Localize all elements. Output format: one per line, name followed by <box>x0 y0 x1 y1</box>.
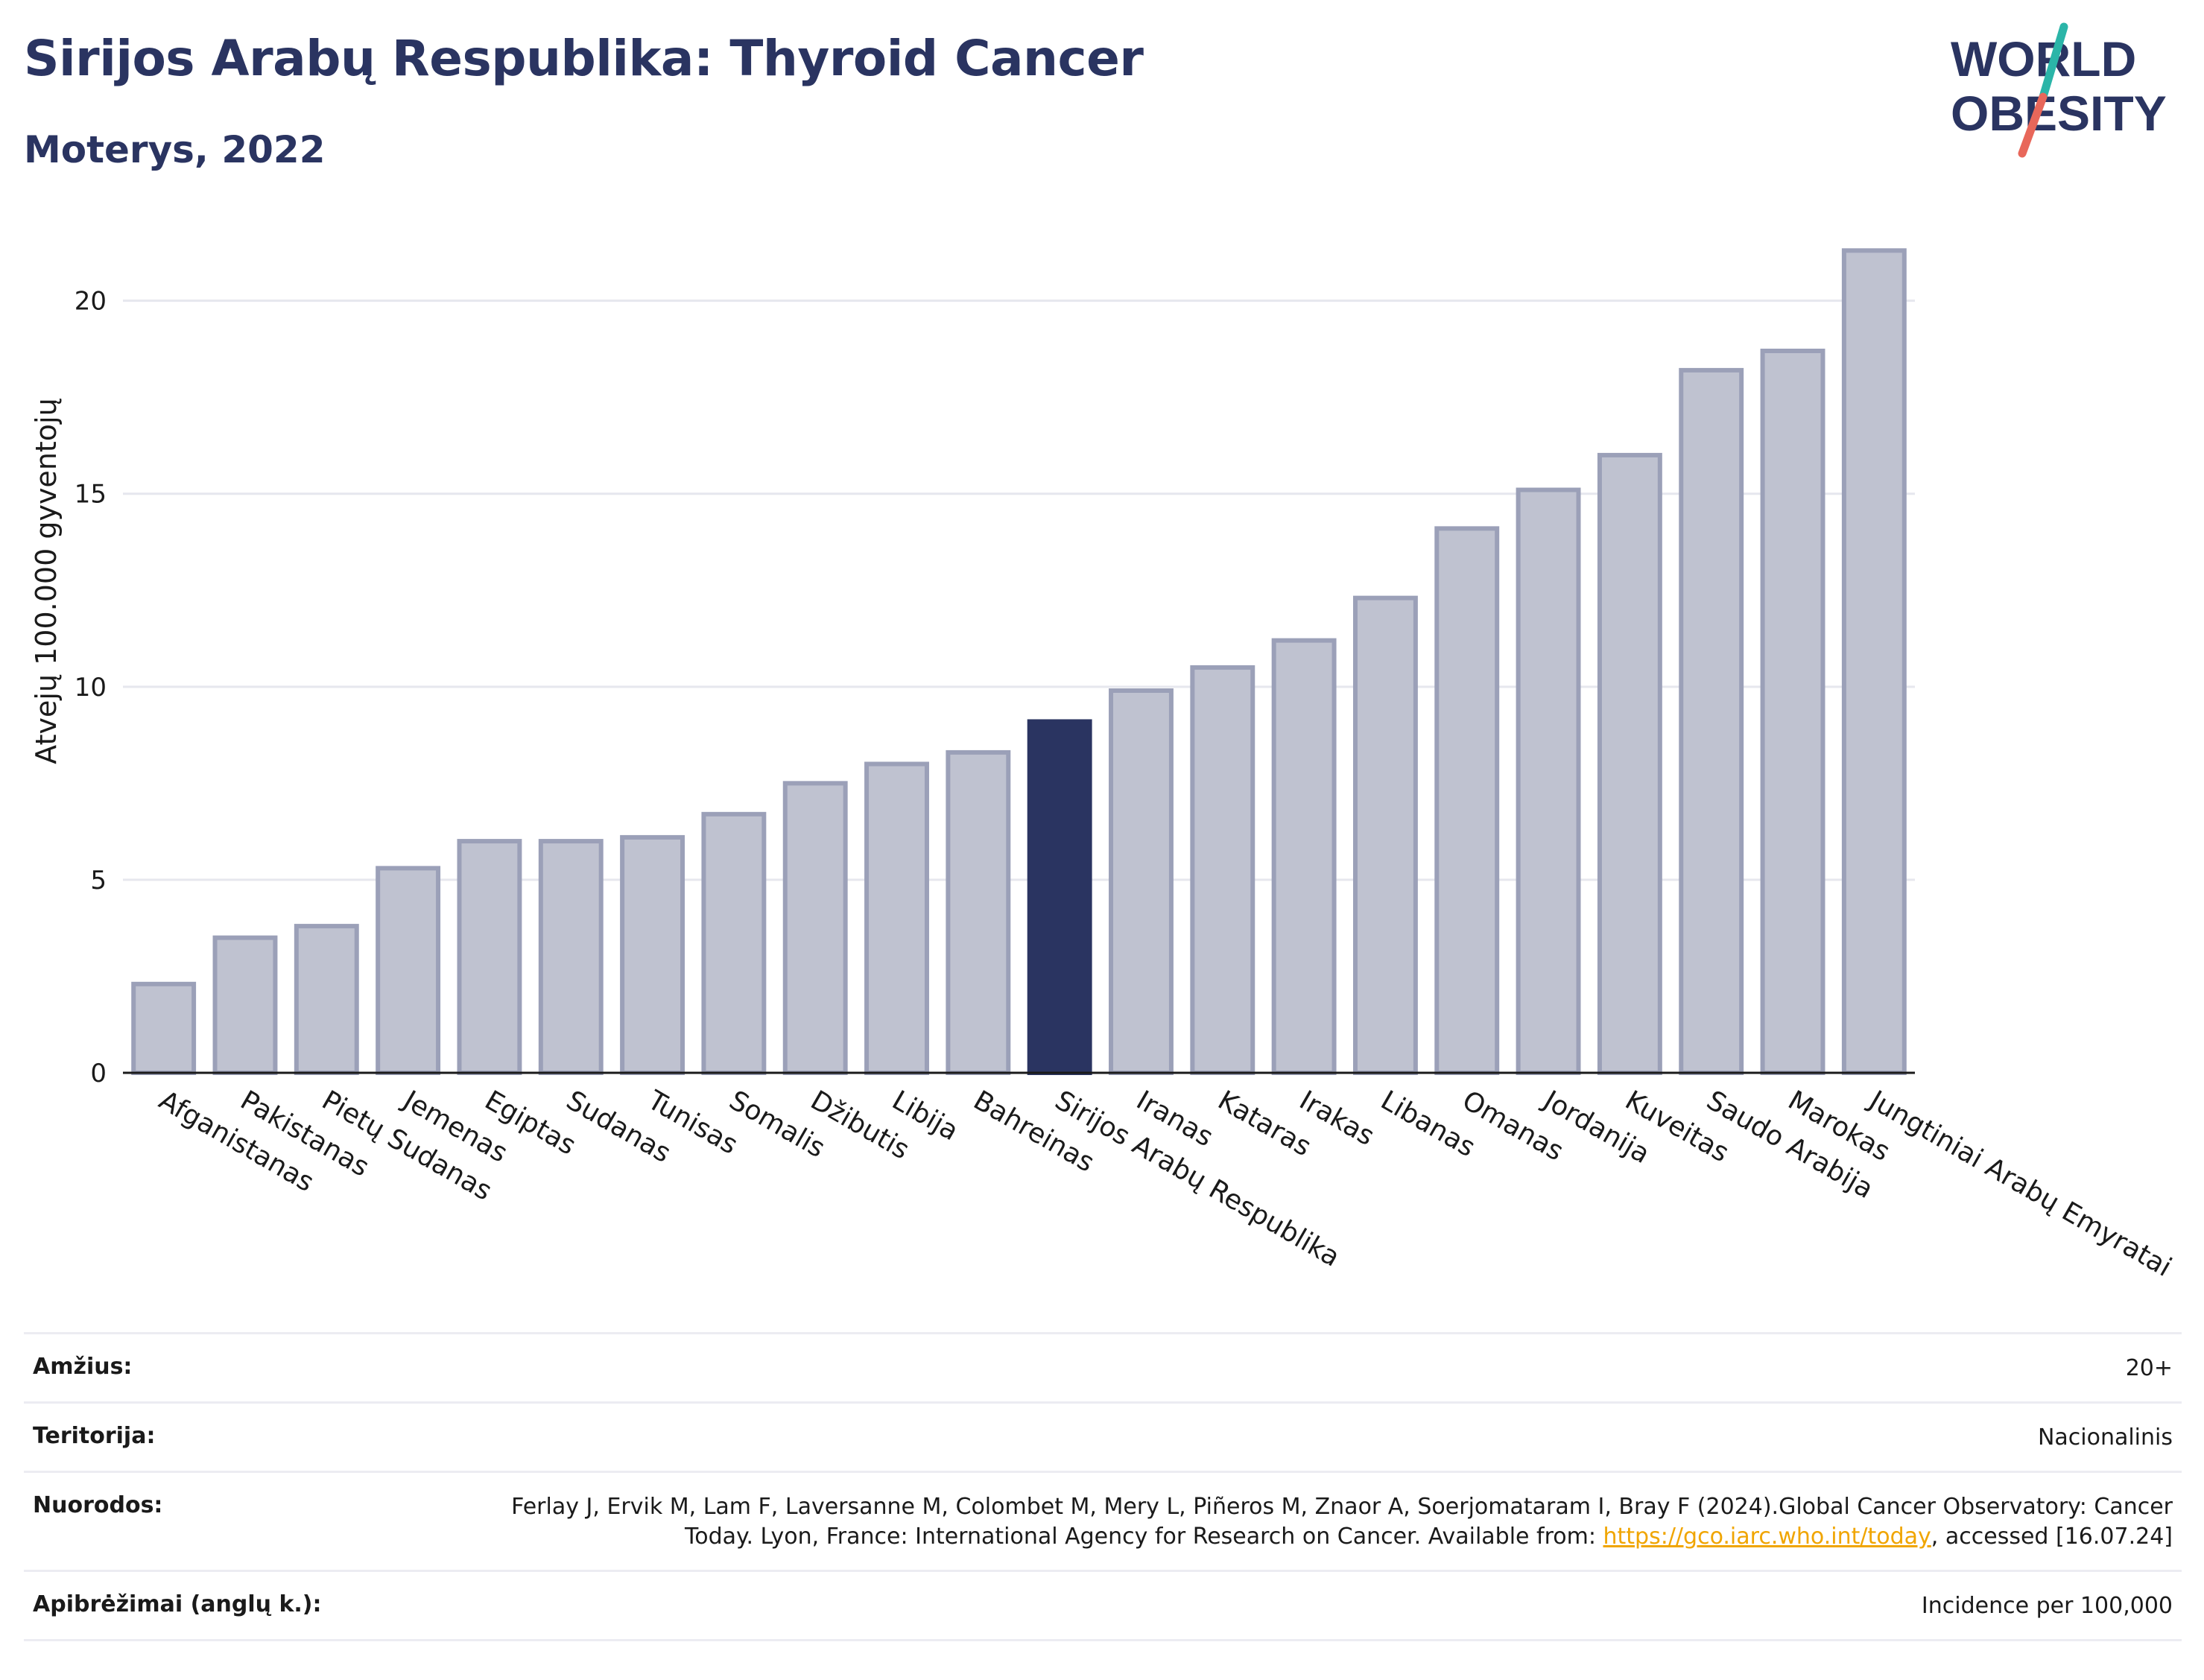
bar[interactable] <box>131 981 197 1076</box>
bar[interactable] <box>1109 688 1174 1075</box>
age-label: Amžius: <box>33 1354 133 1380</box>
x-tick-label: Jungtiniai Arabų Emyratai <box>1863 1084 2176 1283</box>
y-tick-label: 10 <box>75 673 107 703</box>
age-value: 20+ <box>2125 1355 2173 1381</box>
bar[interactable] <box>1352 595 1418 1075</box>
bar[interactable] <box>212 935 278 1075</box>
logo-line1: WORLD <box>1951 31 2136 86</box>
chart-title: Sirijos Arabų Respublika: Thyroid Cancer <box>24 30 1144 87</box>
logo-slash-bottom <box>2018 92 2048 158</box>
references-link[interactable]: https://gco.iarc.who.int/today <box>1603 1524 1931 1550</box>
bar[interactable] <box>1190 665 1255 1075</box>
territory-label: Teritorija: <box>33 1423 156 1449</box>
bar[interactable] <box>1434 526 1500 1075</box>
info-row-definitions: Apibrėžimai (anglų k.): Incidence per 10… <box>24 1570 2182 1641</box>
bar[interactable] <box>1516 487 1581 1075</box>
y-tick-label: 5 <box>90 866 107 896</box>
bar[interactable] <box>538 839 604 1076</box>
bar[interactable] <box>457 839 522 1076</box>
bar[interactable] <box>1597 452 1662 1075</box>
info-row-territory: Teritorija: Nacionalinis <box>24 1401 2182 1471</box>
bar[interactable] <box>376 866 441 1075</box>
y-tick-label: 15 <box>75 480 107 510</box>
bar[interactable] <box>1679 367 1744 1075</box>
bar[interactable] <box>864 761 929 1076</box>
x-tick-label: Kataras <box>1212 1085 1316 1162</box>
bar[interactable] <box>782 781 848 1075</box>
bar[interactable] <box>946 749 1011 1076</box>
definitions-value: Incidence per 100,000 <box>1921 1593 2173 1619</box>
y-tick-label: 20 <box>75 287 107 317</box>
info-row-age: Amžius: 20+ <box>24 1332 2182 1401</box>
bar[interactable] <box>1271 638 1337 1075</box>
territory-value: Nacionalinis <box>2037 1424 2173 1451</box>
info-row-references: Nuorodos: Ferlay J, Ervik M, Lam F, Lave… <box>24 1471 2182 1570</box>
definitions-label: Apibrėžimai (anglų k.): <box>33 1591 322 1617</box>
chart-subtitle: Moterys, 2022 <box>24 128 326 171</box>
logo-slash-top <box>2039 22 2068 101</box>
y-tick-label: 0 <box>90 1059 107 1088</box>
references-accessed: , accessed [16.07.24] <box>1931 1524 2173 1550</box>
references-value: Ferlay J, Ervik M, Lam F, Laversanne M, … <box>459 1492 2173 1552</box>
bar[interactable] <box>701 811 767 1076</box>
x-tick-label: Libanas <box>1375 1085 1481 1163</box>
info-table: Amžius: 20+ Teritorija: Nacionalinis Nuo… <box>24 1332 2182 1641</box>
bars <box>131 248 1907 1076</box>
bar[interactable] <box>1841 248 1907 1076</box>
bar[interactable] <box>294 924 359 1076</box>
y-tick-labels: 0 5 10 15 20 <box>75 287 107 1088</box>
bar[interactable] <box>1760 349 1825 1075</box>
logo-line2: OBESITY <box>1951 86 2167 141</box>
references-label: Nuorodos: <box>33 1492 163 1518</box>
y-axis-label: Atvejų 100.000 gyventojų <box>30 398 63 764</box>
world-obesity-logo: WORLD OBESITY <box>1951 22 2167 158</box>
bar[interactable] <box>620 834 685 1075</box>
references-text: Ferlay J, Ervik M, Lam F, Laversanne M, … <box>511 1494 2173 1550</box>
bar[interactable] <box>1027 719 1092 1075</box>
